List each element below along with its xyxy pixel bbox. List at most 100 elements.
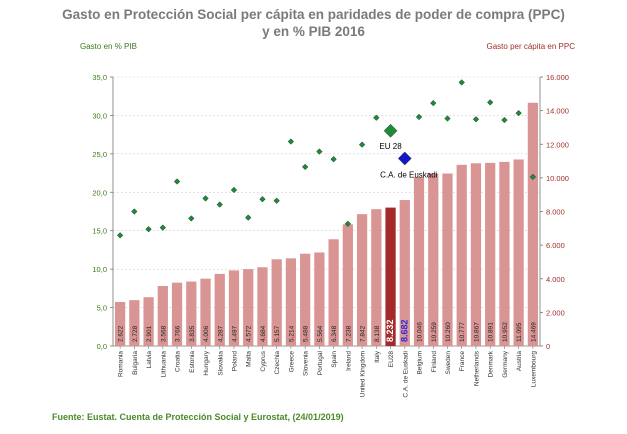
bar bbox=[513, 159, 524, 346]
y-tick-left-label: 5,0 bbox=[97, 304, 107, 313]
bar bbox=[257, 267, 268, 346]
category-label: Denmark bbox=[488, 350, 495, 377]
marker bbox=[430, 99, 437, 107]
bar-data-label: 5.214 bbox=[288, 325, 295, 342]
y-tick-right-label: 4.000 bbox=[546, 275, 565, 284]
marker bbox=[344, 220, 352, 227]
marker bbox=[245, 214, 252, 221]
bar-data-label: 7.238 bbox=[345, 325, 352, 342]
bar bbox=[399, 200, 410, 346]
marker bbox=[358, 141, 366, 148]
bar bbox=[456, 164, 467, 346]
category-label: Estonia bbox=[189, 351, 196, 373]
bar-data-label: 7.842 bbox=[360, 325, 367, 342]
bar bbox=[143, 297, 154, 346]
bar-data-label: 10.777 bbox=[459, 322, 466, 342]
bar bbox=[527, 102, 539, 347]
category-label: Spain bbox=[331, 351, 338, 368]
bar bbox=[129, 300, 140, 346]
bar-data-label: 4.497 bbox=[231, 325, 238, 342]
marker bbox=[373, 114, 380, 121]
marker bbox=[116, 232, 124, 239]
category-label: Poland bbox=[231, 351, 238, 372]
marker bbox=[145, 226, 152, 233]
bar-data-label: 3.766 bbox=[175, 325, 182, 342]
bar-data-label: 10.259 bbox=[431, 322, 438, 342]
highlight-annotation: C.A. de Euskadi bbox=[380, 170, 438, 179]
bar bbox=[342, 224, 353, 346]
marker bbox=[383, 123, 398, 138]
y-tick-left-label: 25,0 bbox=[92, 150, 107, 159]
bar-data-label: 4.684 bbox=[260, 325, 267, 342]
bar-data-label: 8.138 bbox=[374, 325, 381, 342]
bar bbox=[200, 278, 211, 346]
category-label: France bbox=[459, 351, 466, 372]
marker bbox=[472, 116, 480, 123]
marker bbox=[202, 195, 209, 202]
y-tick-left-label: 30,0 bbox=[92, 111, 107, 120]
category-label: Netherlands bbox=[473, 350, 480, 386]
bar bbox=[328, 239, 339, 346]
category-label: Bulgaria bbox=[132, 351, 139, 375]
bar bbox=[314, 252, 325, 346]
category-label: Romania bbox=[118, 351, 125, 377]
y-tick-right-label: 10.000 bbox=[546, 174, 569, 183]
marker bbox=[397, 151, 412, 166]
marker bbox=[458, 79, 465, 86]
bar bbox=[371, 209, 382, 346]
category-label: Lithuania bbox=[160, 351, 167, 378]
bar-data-label: 6.348 bbox=[331, 325, 338, 342]
bar-data-label: 5.488 bbox=[303, 325, 310, 342]
category-label: Latvia bbox=[146, 351, 153, 369]
bar-data-label: 10.891 bbox=[488, 322, 495, 342]
bar-data-label: 8.232 bbox=[385, 319, 395, 342]
y-tick-right-label: 12.000 bbox=[546, 140, 569, 149]
bar bbox=[114, 301, 126, 346]
y-axis-right-label: Gasto per cápita en PPC bbox=[486, 42, 576, 51]
bar bbox=[499, 161, 510, 346]
bar bbox=[470, 163, 482, 346]
bar-data-label: 8.682 bbox=[399, 319, 409, 342]
marker bbox=[273, 197, 280, 204]
bar bbox=[356, 214, 368, 346]
category-label: C.A. de Euskadi bbox=[402, 351, 409, 398]
bar bbox=[157, 286, 168, 346]
bar-data-label: 4.287 bbox=[217, 325, 224, 342]
bar-data-label: 5.157 bbox=[274, 325, 281, 342]
bar-data-label: 10.260 bbox=[445, 322, 452, 342]
marker bbox=[287, 138, 295, 145]
category-label: Slovakia bbox=[217, 351, 224, 376]
chart-title-line2: y en % PIB 2016 bbox=[262, 24, 365, 39]
y-tick-right-label: 16.000 bbox=[546, 73, 569, 82]
category-label: Malta bbox=[246, 351, 253, 367]
marker bbox=[529, 173, 537, 181]
y-tick-right-label: 0 bbox=[546, 342, 550, 351]
marker bbox=[230, 186, 238, 194]
y-tick-left-label: 20,0 bbox=[92, 188, 107, 197]
y-tick-right-label: 8.000 bbox=[546, 208, 565, 217]
highlight-annotation: EU 28 bbox=[379, 142, 402, 151]
bar bbox=[413, 177, 425, 346]
bar bbox=[428, 173, 439, 346]
bar-data-label: 4.006 bbox=[203, 325, 210, 342]
category-label: Austria bbox=[516, 351, 523, 372]
category-label: Finland bbox=[431, 351, 438, 373]
bar-data-label: 10.867 bbox=[473, 322, 480, 342]
category-label: Italy bbox=[374, 350, 381, 363]
y-tick-left-label: 35,0 bbox=[92, 73, 107, 82]
bar bbox=[485, 162, 496, 346]
bar-data-label: 10.952 bbox=[502, 322, 509, 342]
marker bbox=[259, 196, 266, 203]
category-label: Slovenia bbox=[303, 351, 310, 376]
marker bbox=[487, 99, 494, 106]
bar bbox=[385, 207, 396, 346]
bar bbox=[228, 270, 240, 346]
bar bbox=[186, 281, 197, 346]
source-note: Fuente: Eustat. Cuenta de Protección Soc… bbox=[52, 412, 344, 422]
marker bbox=[159, 224, 166, 231]
y-tick-left-label: 0,0 bbox=[97, 342, 107, 351]
category-label: United Kingdom bbox=[360, 351, 367, 397]
chart-title-line1: Gasto en Protección Social per cápita en… bbox=[62, 7, 565, 22]
marker bbox=[316, 148, 323, 155]
bar bbox=[171, 282, 183, 346]
